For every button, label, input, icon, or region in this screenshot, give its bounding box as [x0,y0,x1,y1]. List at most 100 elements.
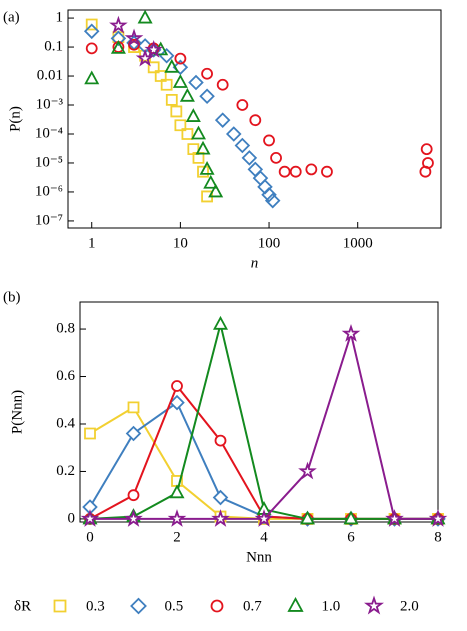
plot-frame [67,9,442,229]
data-point [164,58,180,73]
data-point [278,165,291,178]
data-point [112,41,125,53]
data-point [110,40,126,54]
data-point [169,484,185,499]
data-point [247,161,264,178]
x-tick-label: 1 [88,235,96,251]
x-tick-label: 10 [173,235,188,251]
x-tick-label: 0 [86,529,94,545]
data-point [188,74,204,91]
legend-marker [210,599,224,613]
data-point [135,48,155,67]
data-point [343,510,359,525]
data-point [211,509,230,527]
data-point [125,425,142,442]
data-point [305,163,318,176]
data-point [84,427,96,440]
legend-marker [287,596,304,612]
y-tick-label: 10⁻⁵ [35,154,63,170]
data-point [160,78,173,91]
data-point [147,61,160,74]
data-point [201,67,213,80]
series-line [89,384,438,520]
data-point [144,40,164,58]
data-point [289,165,302,178]
y-tick-label: 10⁻⁴ [35,125,63,141]
data-point [214,112,231,128]
legend-label: 0.5 [165,598,184,614]
y-tick-label: 0.6 [56,368,75,384]
y-tick-label: 1 [56,10,64,26]
data-point [419,165,432,178]
data-point [199,161,215,175]
data-point [190,125,206,140]
data-point [254,509,274,527]
y-axis-label: P(Nnn) [9,390,25,434]
data-point [428,509,448,527]
data-point [127,489,140,502]
panel-label: (a) [3,9,20,25]
y-tick-label: 10⁻⁷ [35,212,63,228]
data-point [195,140,211,155]
x-tick-label: 8 [434,529,442,545]
data-point [165,94,178,106]
x-tick-label: 6 [347,529,355,545]
legend-label: 1.0 [322,598,341,614]
data-point [241,150,258,166]
legend-title: δR [14,598,31,614]
legend-marker [53,599,67,613]
data-point [252,170,269,186]
data-point [109,15,128,34]
data-point [80,509,100,527]
data-point [172,74,188,88]
legend-marker [364,595,384,615]
y-tick-label: 10⁻³ [36,96,64,112]
data-point [249,114,262,126]
x-axis-label: n [251,255,259,271]
data-point [201,190,213,203]
y-tick-label: 0.4 [56,415,75,431]
legend-label: 2.0 [400,598,419,614]
data-point [110,30,127,47]
legend-marker [130,597,147,615]
data-point [321,165,333,178]
data-point [174,52,187,65]
data-point [216,78,229,91]
data-point [167,509,187,527]
data-point [171,380,183,392]
y-tick-label: 0.8 [56,320,75,336]
data-point [174,119,187,132]
data-point [84,70,100,85]
data-point [212,315,229,330]
data-point [127,401,140,414]
y-axis-label: P(n) [7,106,23,132]
data-point [124,28,144,47]
data-point [264,192,281,209]
data-point [85,42,98,55]
x-tick-label: 2 [173,529,181,545]
data-point [422,157,434,169]
data-point [225,126,242,142]
x-tick-label: 100 [258,235,281,251]
data-point [420,143,433,155]
data-point [179,87,195,102]
data-point [154,70,167,82]
data-point [263,134,275,147]
y-tick-label: 0.01 [37,67,63,83]
data-point [261,186,277,203]
legend-label: 0.3 [86,598,105,614]
data-point [270,152,282,164]
data-point [214,434,227,447]
data-point [234,137,251,154]
data-point [169,394,185,411]
data-point [212,489,229,506]
y-tick-label: 0.2 [56,463,75,479]
panel-label: (b) [3,289,21,305]
data-point [299,510,316,525]
data-point [185,108,201,122]
data-point [124,509,143,527]
data-point [137,9,153,24]
data-point [170,105,183,118]
data-point [385,509,404,527]
